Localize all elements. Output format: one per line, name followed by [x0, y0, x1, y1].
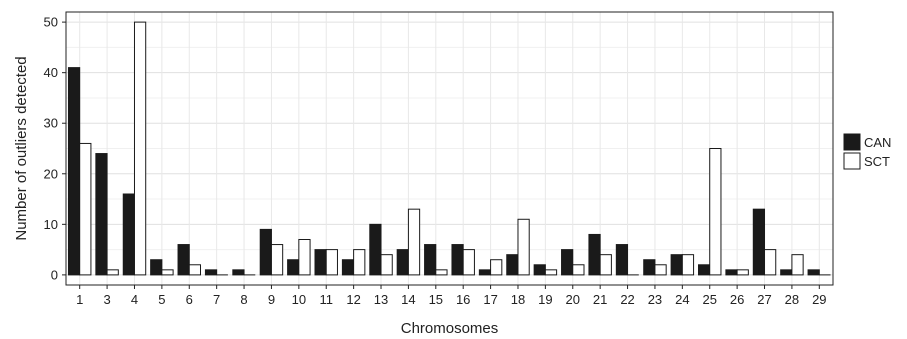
bar-can-chr-12 — [341, 259, 355, 276]
y-tick-label: 10 — [44, 217, 58, 232]
x-tick-label: 7 — [213, 292, 220, 307]
bar-can-chr-29 — [807, 269, 820, 276]
x-tick-label: 9 — [268, 292, 275, 307]
plot-frame — [65, 11, 834, 286]
bar-sct-chr-9 — [270, 244, 284, 276]
bar-can-chr-19 — [533, 264, 546, 276]
y-tick-label: 20 — [44, 166, 58, 181]
legend: CAN SCT — [843, 133, 891, 170]
x-tick-label: 17 — [483, 292, 497, 307]
bar-sct-chr-6 — [188, 264, 201, 276]
x-tick-label: 21 — [593, 292, 607, 307]
bar-sct-chr-21 — [599, 254, 612, 276]
x-tick-label: 10 — [292, 292, 306, 307]
bar-sct-chr-28 — [791, 254, 804, 276]
bar-can-chr-25 — [698, 264, 711, 276]
bar-sct-chr-3 — [106, 269, 119, 276]
bar-sct-chr-18 — [517, 218, 530, 276]
bar-can-chr-11 — [314, 249, 327, 276]
x-tick-label: 8 — [240, 292, 247, 307]
bar-can-chr-9 — [259, 228, 272, 276]
bar-can-chr-6 — [177, 244, 190, 276]
bar-can-chr-10 — [287, 259, 300, 276]
legend-swatch-sct — [843, 152, 861, 170]
bar-can-chr-21 — [588, 233, 601, 276]
bar-can-chr-14 — [396, 249, 409, 276]
bar-sct-chr-1 — [79, 142, 92, 276]
bar-can-chr-13 — [369, 223, 382, 276]
bar-sct-chr-11 — [325, 249, 338, 276]
bar-can-chr-8 — [232, 269, 245, 276]
legend-swatch-can — [843, 133, 861, 151]
bar-sct-chr-17 — [490, 259, 503, 276]
x-tick-label: 27 — [757, 292, 771, 307]
bar-sct-chr-20 — [572, 264, 585, 276]
bar-can-chr-1 — [67, 67, 81, 276]
x-tick-label: 28 — [785, 292, 799, 307]
bar-sct-chr-25 — [709, 148, 722, 276]
x-tick-label: 6 — [186, 292, 193, 307]
bar-sct-chr-5 — [161, 269, 174, 276]
bars — [67, 21, 831, 276]
legend-label-sct: SCT — [864, 154, 890, 169]
x-tick-label: 25 — [702, 292, 716, 307]
x-tick-label: 29 — [812, 292, 826, 307]
x-tick-label: 26 — [730, 292, 744, 307]
x-tick-label: 19 — [538, 292, 552, 307]
x-tick-label: 22 — [620, 292, 634, 307]
y-tick-label: 50 — [44, 15, 58, 30]
bar-sct-chr-27 — [764, 249, 777, 276]
bar-sct-chr-14 — [407, 208, 421, 276]
bar-can-chr-5 — [150, 259, 163, 276]
x-tick-label: 11 — [319, 292, 333, 307]
x-tick-label: 13 — [374, 292, 388, 307]
legend-label-can: CAN — [864, 135, 891, 150]
bar-can-chr-16 — [451, 244, 464, 276]
bar-can-chr-27 — [752, 208, 766, 276]
y-tick-label: 30 — [44, 116, 58, 131]
x-tick-label: 16 — [456, 292, 470, 307]
x-axis-title: Chromosomes — [401, 320, 499, 337]
bar-sct-chr-12 — [353, 249, 366, 276]
x-tick-label: 18 — [511, 292, 525, 307]
bar-can-chr-15 — [424, 244, 437, 276]
y-tick-label: 0 — [51, 267, 58, 282]
bar-sct-chr-13 — [380, 254, 393, 276]
x-axis-ticks: 1 3 4 5 6 7 8 9 10 11 12 13 14 15 16 17 18 19 20 21 22 23 24 25… — [76, 285, 827, 307]
bar-can-chr-3 — [95, 153, 108, 276]
bar-sct-chr-23 — [654, 264, 667, 276]
bar-sct-chr-15 — [435, 269, 448, 276]
bar-can-chr-26 — [725, 269, 738, 276]
bar-can-chr-17 — [478, 269, 492, 276]
bar-sct-chr-16 — [462, 249, 475, 276]
bar-sct-chr-19 — [544, 269, 558, 276]
x-tick-label: 5 — [158, 292, 165, 307]
bar-can-chr-28 — [780, 269, 793, 276]
bar-sct-chr-26 — [736, 269, 749, 276]
x-tick-label: 4 — [131, 292, 138, 307]
x-tick-label: 20 — [566, 292, 580, 307]
bar-can-chr-18 — [506, 254, 519, 276]
x-tick-label: 23 — [648, 292, 662, 307]
bar-can-chr-7 — [204, 269, 218, 276]
bar-can-chr-20 — [561, 249, 574, 276]
x-tick-label: 1 — [76, 292, 83, 307]
x-tick-label: 15 — [429, 292, 443, 307]
x-tick-label: 3 — [103, 292, 110, 307]
x-tick-label: 14 — [401, 292, 415, 307]
x-tick-label: 12 — [346, 292, 360, 307]
y-axis-title: Number of outliers detected — [13, 56, 30, 240]
bar-can-chr-22 — [615, 244, 629, 276]
bar-sct-chr-24 — [681, 254, 695, 276]
bar-sct-chr-10 — [298, 239, 311, 276]
y-axis-ticks: 0 10 20 30 40 50 — [44, 15, 66, 282]
bar-can-chr-23 — [643, 259, 656, 276]
bar-can-chr-24 — [670, 254, 683, 276]
y-tick-label: 40 — [44, 65, 58, 80]
bar-sct-chr-4 — [133, 21, 147, 276]
x-tick-label: 24 — [675, 292, 689, 307]
bar-can-chr-4 — [122, 193, 135, 276]
